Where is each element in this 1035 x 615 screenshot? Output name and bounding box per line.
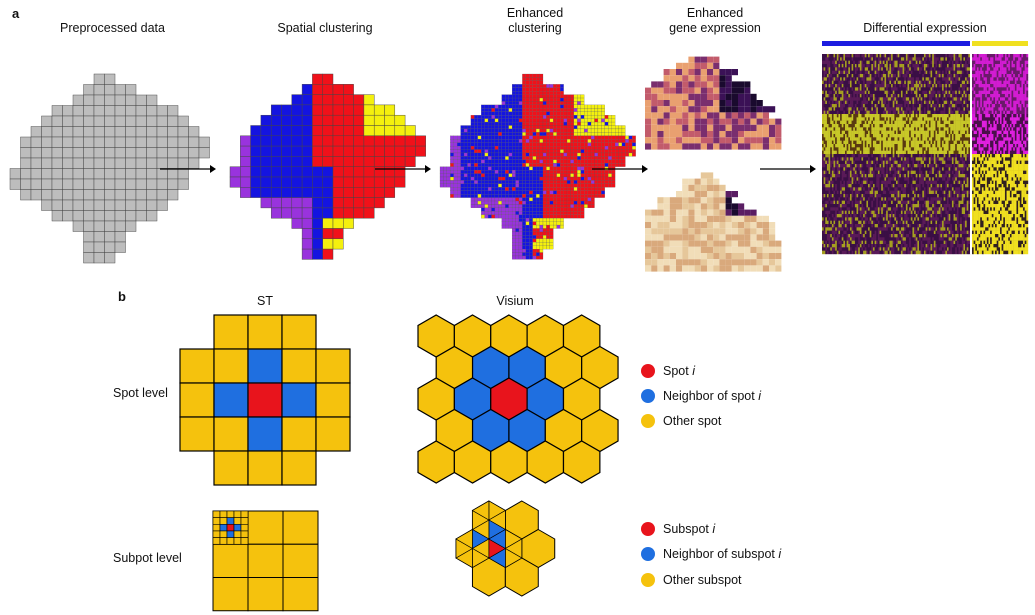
enhanced-expression-map-bottom <box>645 172 782 272</box>
arrow-4 <box>760 165 816 173</box>
stage-title-preprocessed: Preprocessed data <box>60 21 165 35</box>
legend-dot-yellow-sub <box>641 573 655 587</box>
legend-subspot-i: Subspot i <box>641 522 715 536</box>
panel-letter-b: b <box>118 289 126 304</box>
st-spot-level-grid <box>179 314 351 486</box>
enhanced-expression-map-top <box>645 56 782 150</box>
row-label-spot-level: Spot level <box>113 386 168 400</box>
stage-title-enhanced-expression: Enhanced gene expression <box>669 6 761 35</box>
visium-spot-level-hexgrid <box>417 314 619 484</box>
spatial-clustering-grid <box>229 73 426 260</box>
arrow-1 <box>160 165 216 173</box>
enhanced-clustering-grid <box>439 73 636 260</box>
legend-dot-red <box>641 364 655 378</box>
panel-letter-a: a <box>12 6 20 21</box>
preprocessed-grid <box>9 73 210 264</box>
stage-title-enhanced-clustering: Enhanced clustering <box>506 6 564 35</box>
column-title-st: ST <box>257 294 273 308</box>
arrow-2 <box>375 165 431 173</box>
visium-subspot-level-hexgrid <box>455 500 556 597</box>
legend-dot-blue <box>641 389 655 403</box>
legend-other-spot: Other spot <box>641 414 721 428</box>
row-label-subspot-level: Subpot level <box>113 551 182 565</box>
stage-title-spatial-clustering: Spatial clustering <box>277 21 373 35</box>
legend-other-subspot: Other subspot <box>641 573 742 587</box>
legend-dot-blue-sub <box>641 547 655 561</box>
legend-dot-yellow <box>641 414 655 428</box>
column-title-visium: Visium <box>496 294 534 308</box>
stage-title-differential-expression: Differential expression <box>863 21 987 35</box>
legend-spot-i: Spot i <box>641 364 695 378</box>
differential-expression-heatmap <box>822 41 1029 255</box>
legend-dot-red-sub <box>641 522 655 536</box>
arrow-3 <box>592 165 648 173</box>
legend-neighbor-subspot: Neighbor of subspot i <box>641 547 781 561</box>
st-subspot-level-grid <box>212 510 319 612</box>
legend-neighbor-spot: Neighbor of spot i <box>641 389 761 403</box>
